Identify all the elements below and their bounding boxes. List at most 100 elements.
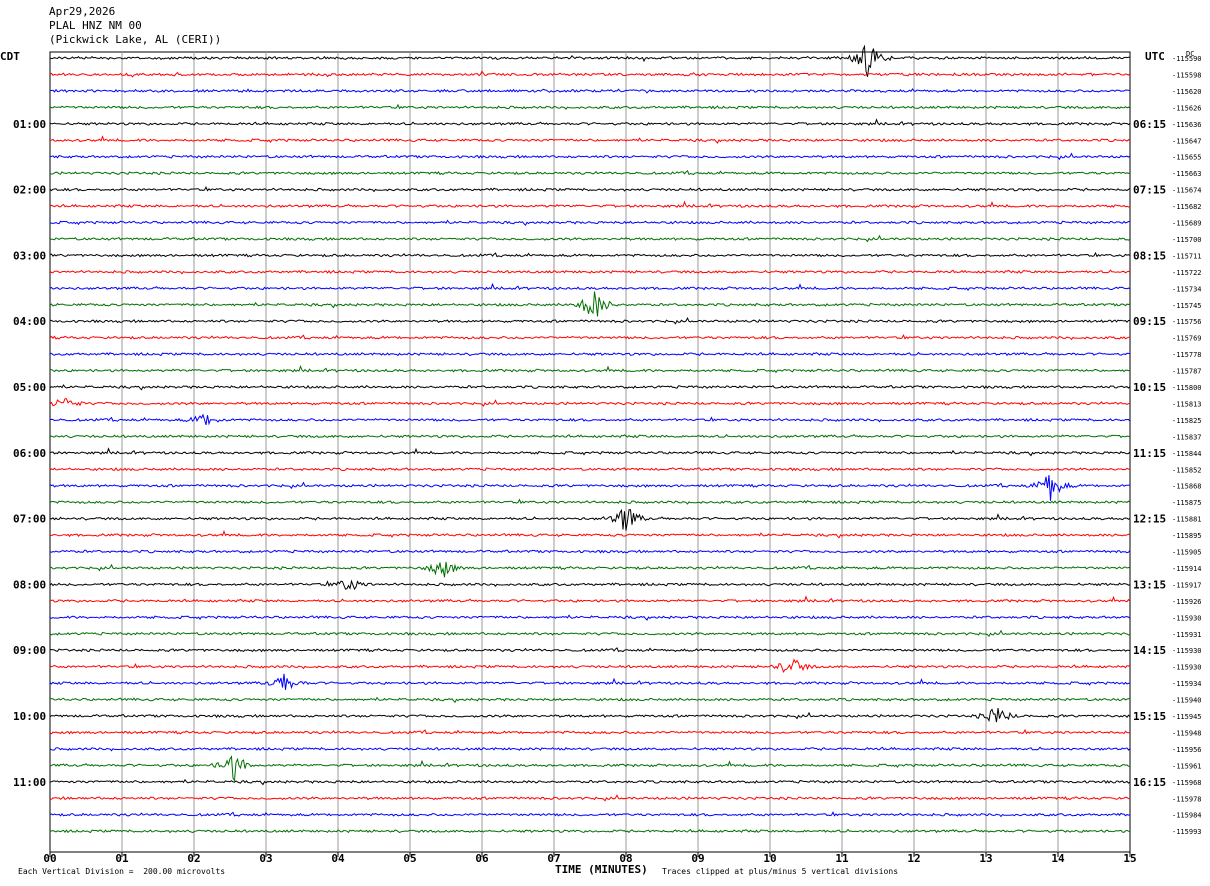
trace-dc-offset-label: -115934	[1172, 680, 1202, 688]
x-tick-label: 05	[403, 852, 416, 865]
right-hour-label: 07:15	[1133, 184, 1166, 197]
trace-dc-offset-label: -115905	[1172, 549, 1202, 557]
seismic-trace	[49, 169, 1131, 176]
left-hour-label: 01:00	[13, 118, 46, 131]
trace-dc-offset-label: -115930	[1172, 614, 1202, 622]
seismic-trace	[49, 70, 1131, 78]
trace-dc-offset-label: -115837	[1172, 433, 1202, 441]
seismic-trace	[49, 384, 1131, 391]
right-hour-label: 06:15	[1133, 118, 1166, 131]
left-hour-label: 09:00	[13, 644, 46, 657]
seismic-trace	[49, 508, 1131, 531]
trace-dc-offset-label: -115756	[1172, 318, 1202, 326]
trace-dc-offset-label: -115689	[1172, 220, 1202, 228]
trace-dc-offset-label: -115968	[1172, 779, 1202, 787]
right-hour-label: 13:15	[1133, 578, 1166, 591]
trace-dc-offset-label: -115769	[1172, 335, 1202, 343]
trace-dc-offset-label: -115895	[1172, 532, 1202, 540]
seismic-trace	[49, 152, 1131, 161]
seismic-trace	[49, 269, 1131, 275]
trace-dc-offset-label: -115844	[1172, 450, 1202, 458]
left-hour-label: 11:00	[13, 776, 46, 789]
right-hour-label: 15:15	[1133, 710, 1166, 723]
trace-dc-offset-label: -115881	[1172, 516, 1202, 524]
trace-dc-offset-label: -115868	[1172, 483, 1202, 491]
seismic-trace	[49, 728, 1131, 735]
seismic-trace	[49, 200, 1131, 209]
x-tick-label: 00	[43, 852, 56, 865]
seismic-trace	[49, 413, 1131, 426]
trace-dc-offset-label: -115647	[1172, 137, 1202, 145]
trace-dc-offset-label: -115993	[1172, 828, 1202, 836]
seismic-trace	[49, 755, 1131, 782]
seismic-trace	[49, 708, 1131, 723]
left-hour-label: 06:00	[13, 447, 46, 460]
trace-dc-offset-label: -115636	[1172, 121, 1202, 129]
seismic-trace	[49, 794, 1131, 802]
seismic-trace	[49, 629, 1131, 638]
trace-dc-offset-label: -115598	[1172, 71, 1202, 79]
seismic-trace	[49, 447, 1131, 457]
left-hour-label: 04:00	[13, 315, 46, 328]
seismic-trace	[49, 498, 1131, 505]
station-location: (Pickwick Lake, AL (CERI))	[49, 33, 222, 46]
seismic-trace	[49, 103, 1131, 111]
trace-dc-offset-label: -115655	[1172, 154, 1202, 162]
seismic-trace	[49, 398, 1131, 407]
seismic-trace	[49, 44, 1131, 77]
trace-dc-offset-label: -115800	[1172, 384, 1202, 392]
x-tick-label: 11	[835, 852, 849, 865]
clip-note: Traces clipped at plus/minus 5 vertical …	[662, 867, 899, 876]
seismic-trace	[49, 118, 1131, 126]
seismic-trace	[49, 549, 1131, 554]
x-tick-label: 04	[331, 852, 345, 865]
right-hour-label: 14:15	[1133, 644, 1166, 657]
trace-dc-offset-label: -115590	[1172, 55, 1202, 63]
seismic-trace	[49, 351, 1131, 357]
x-tick-label: 08	[619, 852, 632, 865]
trace-dc-offset-label: -115711	[1172, 252, 1202, 260]
left-hour-label: 10:00	[13, 710, 46, 723]
x-tick-label: 12	[907, 852, 920, 865]
seismic-trace	[50, 316, 1131, 325]
x-tick-label: 14	[1051, 852, 1065, 865]
trace-dc-offset-label: -115813	[1172, 400, 1202, 408]
left-hour-label: 03:00	[13, 249, 46, 262]
right-hour-label: 10:15	[1133, 381, 1166, 394]
seismic-trace	[49, 828, 1131, 834]
left-hour-label: 07:00	[13, 513, 46, 526]
seismic-trace	[49, 529, 1131, 539]
seismic-trace	[49, 433, 1131, 439]
x-tick-label: 15	[1123, 852, 1136, 865]
trace-dc-offset-label: -115940	[1172, 697, 1202, 705]
seismic-trace	[49, 614, 1131, 621]
trace-dc-offset-label: -115825	[1172, 417, 1202, 425]
trace-dc-offset-label: -115734	[1172, 285, 1202, 293]
seismic-trace	[49, 696, 1131, 704]
trace-dc-offset-label: -115926	[1172, 598, 1202, 606]
trace-dc-offset-label: -115978	[1172, 795, 1202, 803]
right-hour-label: 12:15	[1133, 513, 1166, 526]
seismic-trace	[49, 673, 1131, 690]
seismic-trace	[49, 658, 1131, 674]
record-date: Apr29,2026	[49, 5, 116, 18]
left-hour-label: 02:00	[13, 184, 46, 197]
x-tick-label: 02	[187, 852, 200, 865]
trace-dc-offset-label: -115917	[1172, 581, 1202, 589]
seismic-trace	[49, 282, 1131, 291]
trace-dc-offset-label: -115956	[1172, 746, 1202, 754]
x-tick-label: 01	[115, 852, 129, 865]
trace-dc-offset-label: -115778	[1172, 351, 1202, 359]
trace-dc-offset-label: -115984	[1172, 812, 1202, 820]
left-timezone: CDT	[0, 50, 20, 63]
trace-dc-offset-label: -115722	[1172, 269, 1202, 277]
seismic-trace	[49, 475, 1131, 501]
seismic-trace	[49, 467, 1131, 472]
trace-dc-offset-label: -115674	[1172, 187, 1202, 195]
trace-dc-offset-label: -115787	[1172, 368, 1202, 376]
seismic-trace	[49, 234, 1131, 243]
right-timezone: UTC	[1145, 50, 1165, 63]
trace-dc-offset-label: -115663	[1172, 170, 1202, 178]
x-tick-label: 07	[547, 852, 560, 865]
left-hour-label: 08:00	[13, 578, 46, 591]
